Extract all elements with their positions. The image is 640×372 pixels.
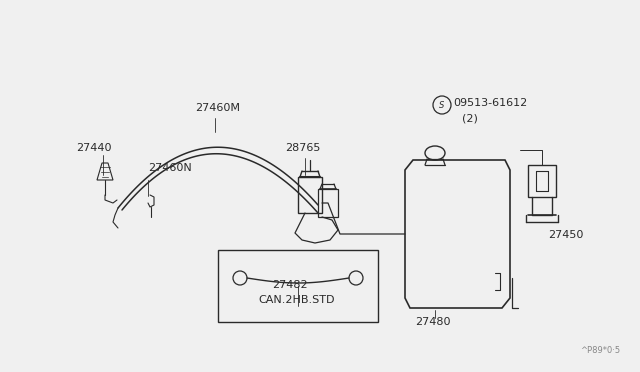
Text: 09513-61612: 09513-61612	[453, 98, 527, 108]
Text: 27460N: 27460N	[148, 163, 192, 173]
Text: S: S	[439, 100, 445, 109]
Text: ^P89*0·5: ^P89*0·5	[580, 346, 620, 355]
Text: 27450: 27450	[548, 230, 584, 240]
Text: 27482: 27482	[272, 280, 308, 290]
Text: CAN.2HB.STD: CAN.2HB.STD	[258, 295, 335, 305]
Text: (2): (2)	[462, 113, 478, 123]
Text: 27460M: 27460M	[195, 103, 240, 113]
Text: 27480: 27480	[415, 317, 451, 327]
Text: 27440: 27440	[76, 143, 111, 153]
Text: 28765: 28765	[285, 143, 321, 153]
